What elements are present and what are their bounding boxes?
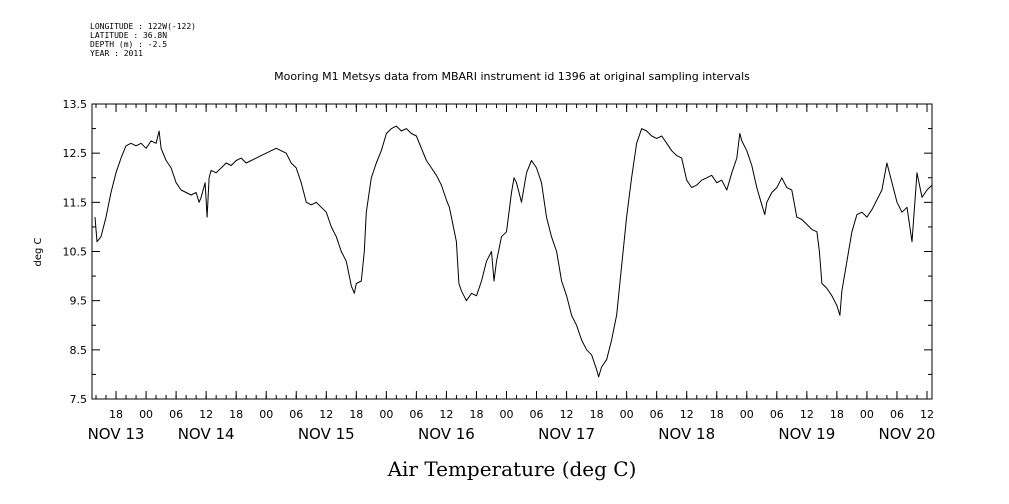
- x-tick-label: 18: [349, 408, 363, 421]
- series-layer: [94, 125, 933, 378]
- x-tick-label: 12: [920, 408, 934, 421]
- x-tick-label: 18: [590, 408, 604, 421]
- y-tick-label: 11.5: [63, 196, 88, 209]
- meta-year: YEAR : 2011: [90, 49, 143, 58]
- x-tick-label: 06: [770, 408, 784, 421]
- x-tick-label: 12: [199, 408, 213, 421]
- x-tick-label: 00: [379, 408, 393, 421]
- x-tick-label: 06: [530, 408, 544, 421]
- x-day-label: NOV 16: [418, 425, 475, 443]
- y-axis-label: deg C: [33, 237, 44, 266]
- x-tick-label: 06: [169, 408, 183, 421]
- x-day-label: NOV 15: [298, 425, 355, 443]
- x-tick-label: 18: [710, 408, 724, 421]
- meta-depth: DEPTH (m) : -2.5: [90, 40, 167, 49]
- y-tick-label: 10.5: [63, 246, 88, 259]
- x-tick-label: 12: [800, 408, 814, 421]
- x-day-label: NOV 17: [538, 425, 595, 443]
- x-day-label: NOV 18: [658, 425, 715, 443]
- x-day-label: NOV 14: [178, 425, 235, 443]
- y-tick-label: 9.5: [70, 295, 88, 308]
- y-axis: 7.5 8.5 9.5 10.5 11.5 12.5 13.5: [63, 98, 932, 406]
- x-tick-label: 06: [890, 408, 904, 421]
- x-axis: 18 00 06 12 18 00 06 12 18 00 06 12 18 00 06 12 18 00 06 12…: [88, 104, 936, 443]
- x-tick-label: 06: [409, 408, 423, 421]
- x-tick-label: 12: [680, 408, 694, 421]
- y-tick-label: 7.5: [70, 393, 88, 406]
- x-tick-label: 00: [139, 408, 153, 421]
- x-tick-label: 00: [620, 408, 634, 421]
- chart-title: Mooring M1 Metsys data from MBARI instru…: [274, 70, 750, 83]
- x-tick-label: 12: [319, 408, 333, 421]
- y-tick-label: 13.5: [63, 98, 88, 111]
- meta-longitude: LONGITUDE : 122W(-122): [90, 22, 196, 31]
- x-tick-label: 00: [740, 408, 754, 421]
- meta-latitude: LATITUDE : 36.8N: [90, 31, 167, 40]
- series-line-0: [94, 125, 933, 378]
- x-tick-label: 18: [109, 408, 123, 421]
- x-tick-label: 00: [259, 408, 273, 421]
- plot-frame: [91, 103, 933, 400]
- y-tick-label: 12.5: [63, 147, 88, 160]
- x-tick-label: 18: [830, 408, 844, 421]
- x-day-label: NOV 13: [88, 425, 145, 443]
- x-tick-label: 18: [469, 408, 483, 421]
- x-tick-label: 06: [289, 408, 303, 421]
- metadata-block: LONGITUDE : 122W(-122) LATITUDE : 36.8N …: [90, 22, 196, 58]
- x-day-label: NOV 20: [879, 425, 936, 443]
- x-tick-label: 00: [860, 408, 874, 421]
- x-tick-label: 12: [439, 408, 453, 421]
- x-day-label: NOV 19: [778, 425, 835, 443]
- x-tick-label: 18: [229, 408, 243, 421]
- x-tick-label: 00: [499, 408, 513, 421]
- x-axis-label: Air Temperature (deg C): [387, 457, 637, 481]
- y-tick-label: 8.5: [70, 344, 88, 357]
- x-tick-label: 06: [650, 408, 664, 421]
- x-tick-label: 12: [560, 408, 574, 421]
